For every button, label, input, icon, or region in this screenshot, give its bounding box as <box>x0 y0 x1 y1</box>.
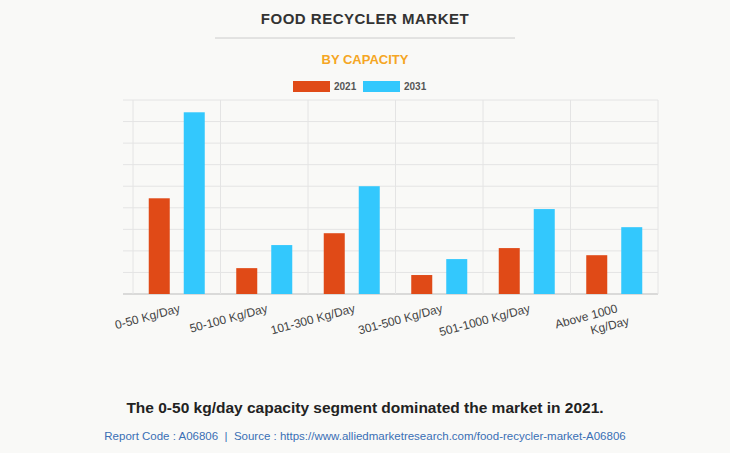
category-divider <box>483 100 484 294</box>
category-divider <box>220 100 221 294</box>
category-divider <box>570 100 571 294</box>
label-line: Kg/Day <box>589 314 631 338</box>
bar <box>184 112 205 294</box>
bar <box>271 245 292 294</box>
x-tick-label: Above 1000Kg/Day <box>554 299 631 346</box>
category-divider <box>133 100 134 294</box>
legend-swatch <box>293 81 330 92</box>
bar <box>534 209 555 294</box>
category-divider <box>658 100 659 294</box>
chart-root: FOOD RECYCLER MARKET BY CAPACITY 2021 2031 0… <box>0 0 730 453</box>
bar <box>411 275 432 294</box>
legend-label: 2021 <box>334 81 357 92</box>
bar <box>359 186 380 294</box>
bar <box>621 227 642 294</box>
source: Report Code : A06806 | Source : https://… <box>104 430 625 442</box>
bar <box>586 255 607 294</box>
subtitle: BY CAPACITY <box>322 52 409 67</box>
bar <box>324 233 345 294</box>
caption: The 0-50 kg/day capacity segment dominat… <box>126 399 603 416</box>
title: FOOD RECYCLER MARKET <box>261 10 469 27</box>
background <box>0 0 730 453</box>
x-tick-label: 501-1000 Kg/Day <box>438 301 532 339</box>
title-rule <box>215 38 515 39</box>
x-tick-label: 101-300 Kg/Day <box>269 301 356 337</box>
category-divider <box>395 100 396 294</box>
bar <box>446 259 467 294</box>
bar <box>149 198 170 294</box>
x-tick-label: 50-100 Kg/Day <box>188 301 269 335</box>
x-tick-label: 301-500 Kg/Day <box>357 301 444 337</box>
legend-label: 2031 <box>404 81 427 92</box>
legend-swatch <box>363 81 400 92</box>
bar <box>236 268 257 294</box>
x-tick-label: 0-50 Kg/Day <box>113 301 181 332</box>
bars <box>149 112 643 294</box>
bar <box>499 248 520 294</box>
grid-line <box>123 100 658 101</box>
category-divider <box>308 100 309 294</box>
